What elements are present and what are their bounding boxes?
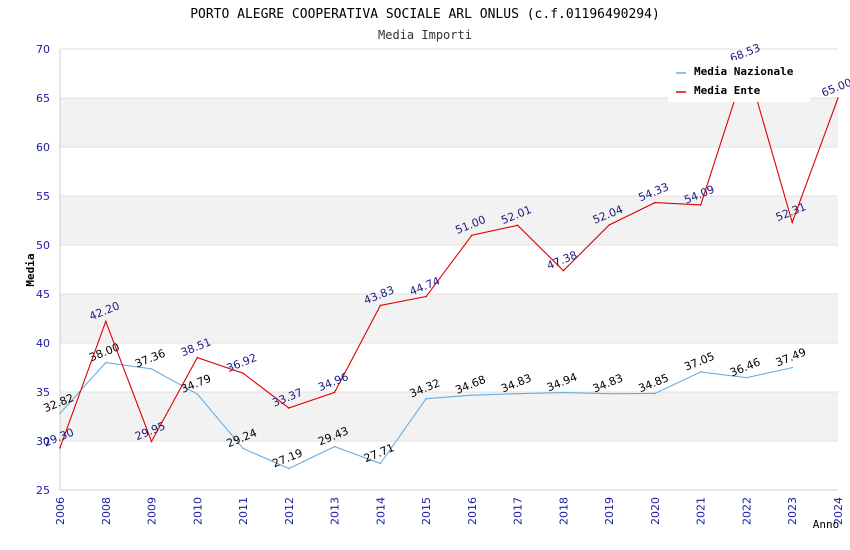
x-tick-label: 2023 xyxy=(786,497,799,525)
data-point xyxy=(242,372,244,374)
x-axis-label: Anno xyxy=(813,518,840,531)
data-point xyxy=(791,366,794,369)
data-point xyxy=(196,356,199,359)
data-label: 37.49 xyxy=(774,345,808,369)
x-tick-label: 2024 xyxy=(832,497,845,525)
data-point xyxy=(425,397,427,400)
data-point xyxy=(150,368,153,370)
data-label: 34.94 xyxy=(545,370,579,394)
data-point xyxy=(471,394,473,396)
data-label: 27.71 xyxy=(362,441,396,465)
data-point xyxy=(562,269,565,272)
data-point xyxy=(379,304,382,307)
y-tick-label: 45 xyxy=(36,288,50,301)
x-tick-label: 2021 xyxy=(695,497,708,525)
data-point xyxy=(654,201,656,204)
data-label: 65.00 xyxy=(820,76,850,100)
chart-subtitle: Media Importi xyxy=(378,28,472,42)
data-label: 38.00 xyxy=(87,340,121,364)
legend-label-ente: Media Ente xyxy=(694,84,761,97)
x-tick-label: 2014 xyxy=(374,497,387,525)
grid-bands xyxy=(60,98,838,441)
y-tick-label: 60 xyxy=(36,141,50,154)
data-label: 29.30 xyxy=(42,426,76,450)
data-point xyxy=(699,204,702,206)
data-point xyxy=(150,440,153,443)
grid-band xyxy=(60,98,838,147)
grid-band xyxy=(60,196,838,245)
chart-title: PORTO ALEGRE COOPERATIVA SOCIALE ARL ONL… xyxy=(190,7,660,22)
x-tick-label: 2009 xyxy=(146,497,159,525)
data-point xyxy=(333,391,336,394)
grid-band xyxy=(60,392,838,441)
y-tick-label: 35 xyxy=(36,386,50,399)
x-tick-label: 2020 xyxy=(649,497,662,525)
data-point xyxy=(745,376,748,379)
x-tick-label: 2013 xyxy=(329,497,342,525)
data-point xyxy=(837,97,839,99)
y-tick-labels: 25 30 35 40 45 50 55 60 65 70 xyxy=(36,43,50,497)
y-tick-label: 70 xyxy=(36,43,50,56)
data-point xyxy=(471,234,473,236)
data-point xyxy=(59,412,61,415)
y-axis-label: Media xyxy=(24,253,37,286)
data-point xyxy=(791,221,794,224)
x-tick-label: 2016 xyxy=(466,497,479,525)
x-tick-label: 2017 xyxy=(512,497,525,525)
data-point xyxy=(516,392,519,395)
y-tick-label: 30 xyxy=(36,435,50,448)
x-tick-label: 2022 xyxy=(740,497,753,525)
data-point xyxy=(59,447,61,449)
data-point xyxy=(196,393,199,395)
data-point xyxy=(104,320,107,323)
data-point xyxy=(242,447,244,450)
data-point xyxy=(425,295,427,298)
data-point xyxy=(288,467,290,470)
grid-lines xyxy=(60,48,838,491)
data-point xyxy=(379,462,382,465)
y-tick-label: 50 xyxy=(36,239,50,252)
data-point xyxy=(104,361,107,364)
data-point xyxy=(562,391,565,394)
y-tick-label: 65 xyxy=(36,92,50,105)
y-tick-label: 55 xyxy=(36,190,50,203)
data-point xyxy=(699,371,702,373)
x-tick-label: 2012 xyxy=(283,497,296,525)
data-point xyxy=(608,224,610,226)
x-tick-label: 2019 xyxy=(603,497,616,525)
data-point xyxy=(608,392,610,395)
data-label: 34.96 xyxy=(316,370,350,394)
legend: Media Nazionale Media Ente xyxy=(668,60,810,102)
data-point xyxy=(516,224,519,227)
data-label: 37.05 xyxy=(682,350,716,374)
legend-background xyxy=(668,60,810,102)
x-tick-label: 2018 xyxy=(557,497,570,525)
grid-band xyxy=(60,294,838,343)
x-tick-label: 2010 xyxy=(191,497,204,525)
data-point xyxy=(333,445,336,448)
x-tick-label: 2011 xyxy=(237,497,250,525)
data-point xyxy=(654,392,656,395)
series-line xyxy=(59,61,839,449)
data-label: 37.36 xyxy=(133,347,167,371)
x-tick-label: 2006 xyxy=(54,497,67,525)
data-label: 36.92 xyxy=(225,351,259,375)
y-tick-label: 25 xyxy=(36,484,50,497)
y-tick-label: 40 xyxy=(36,337,50,350)
data-point xyxy=(288,407,290,409)
x-tick-label: 2015 xyxy=(420,497,433,525)
data-label: 27.19 xyxy=(270,446,304,470)
legend-label-nazionale: Media Nazionale xyxy=(694,65,794,78)
x-tick-labels: 2006 2008 2009 2010 2011 2012 2013 2014 2015 2016… xyxy=(54,497,845,525)
x-tick-label: 2008 xyxy=(100,497,113,525)
